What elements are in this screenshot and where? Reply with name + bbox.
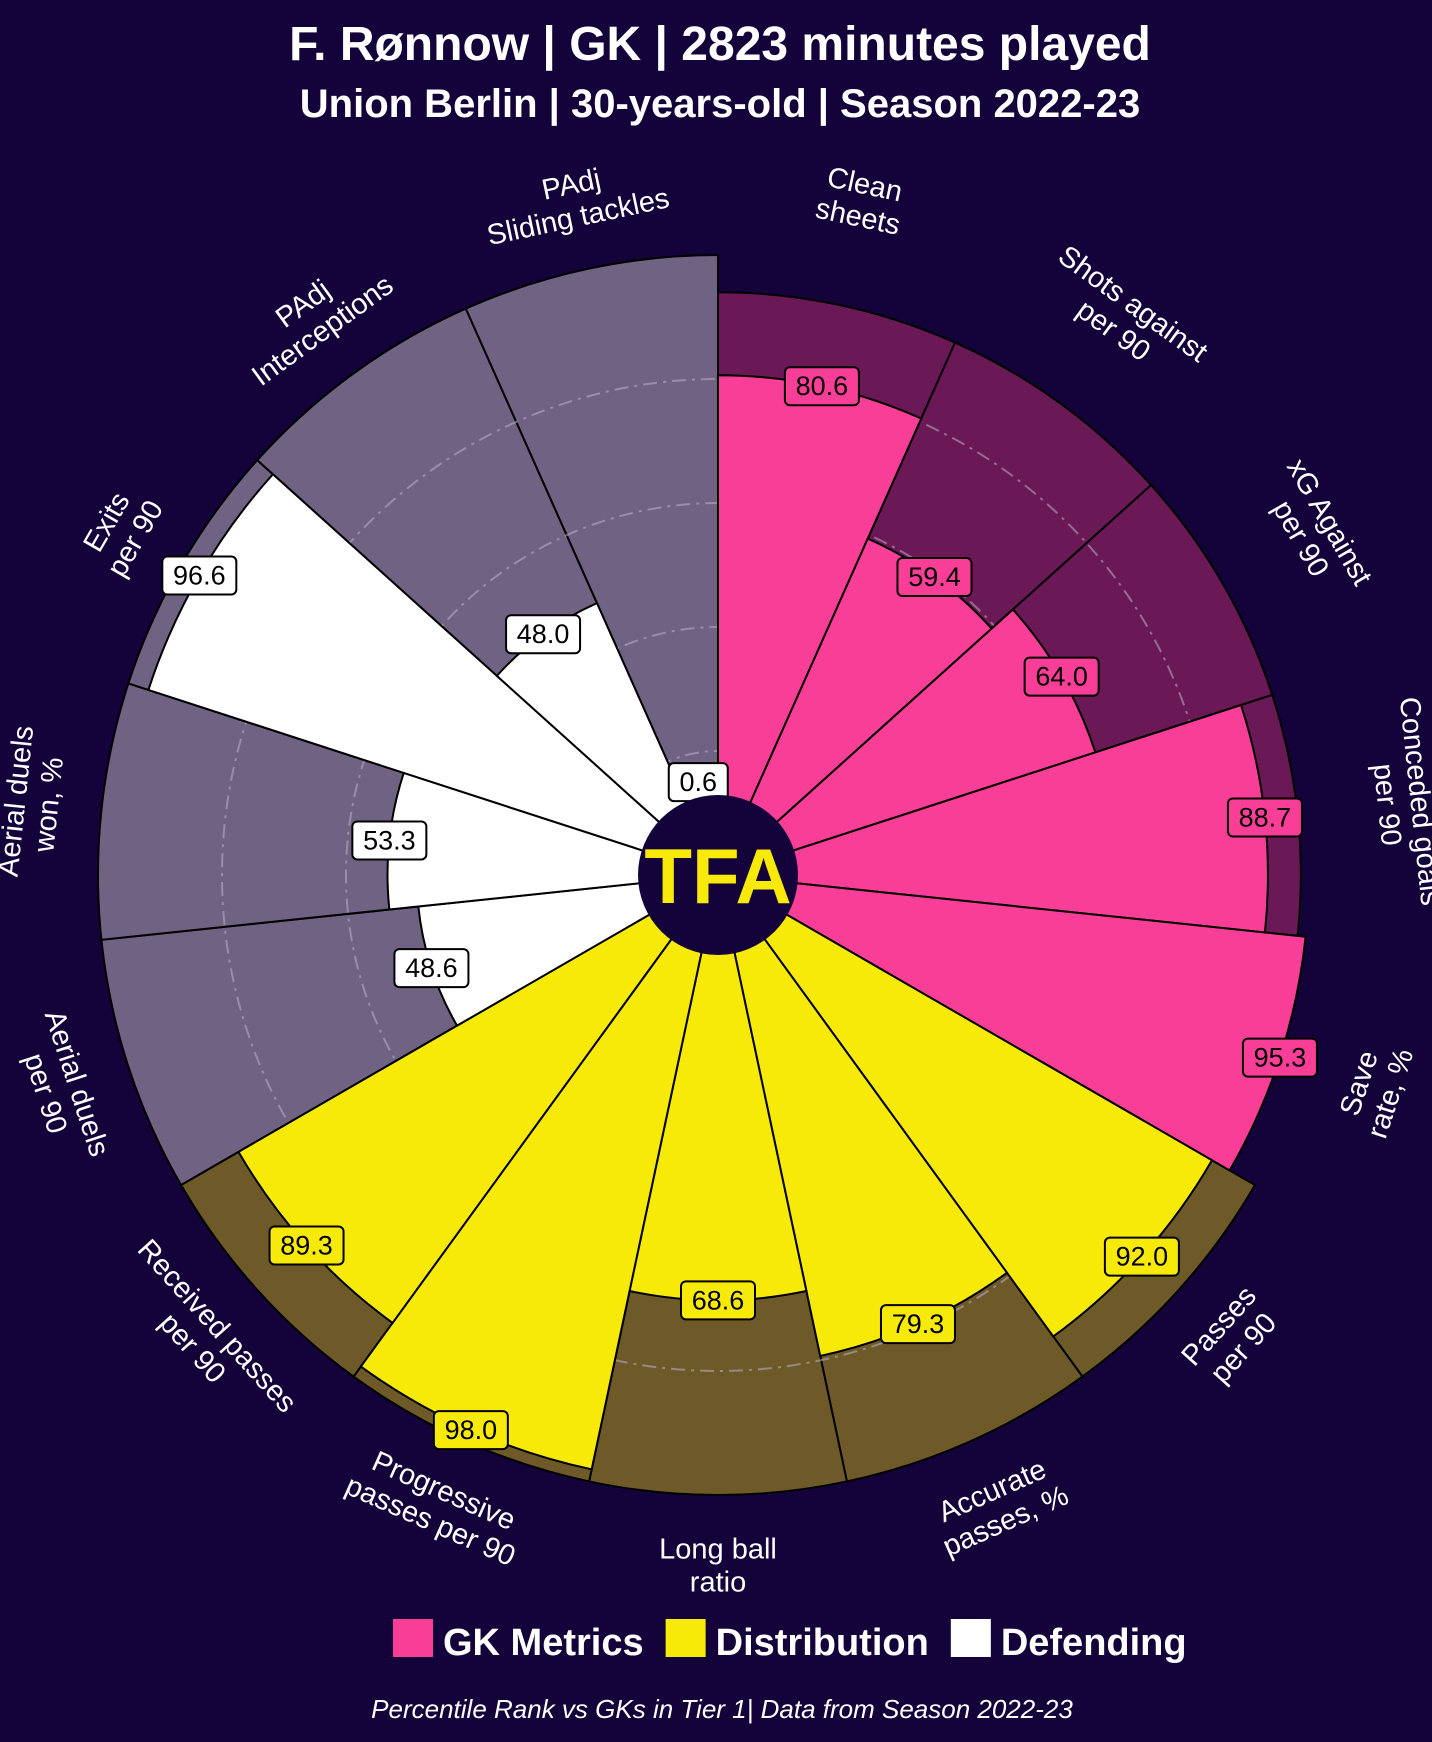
- parameter-label-line: Long ball: [659, 1534, 777, 1566]
- value-label-box: [1226, 797, 1303, 838]
- value-label-box: [268, 1225, 345, 1266]
- value-label: 59.4: [896, 557, 973, 598]
- legend-swatch: [393, 1619, 433, 1657]
- value-label-box: [1023, 656, 1100, 697]
- value-label-text: 59.4: [908, 562, 961, 592]
- value-label-text: 68.6: [692, 1285, 745, 1315]
- chart-subtitle: Union Berlin | 30-years-old | Season 202…: [300, 82, 1140, 126]
- value-label: 68.6: [680, 1280, 756, 1321]
- value-label-box: [1241, 1037, 1318, 1078]
- value-label: 80.6: [783, 366, 860, 407]
- value-label: 79.3: [879, 1304, 956, 1345]
- legend-label: Distribution: [716, 1622, 929, 1664]
- value-label-text: 95.3: [1254, 1043, 1307, 1073]
- value-label-text: 92.0: [1116, 1242, 1169, 1272]
- value-label-text: 79.3: [892, 1309, 945, 1339]
- legend-swatch: [950, 1619, 991, 1657]
- value-label-box: [783, 366, 860, 407]
- value-label-box: [161, 555, 238, 596]
- value-label: 95.3: [1241, 1037, 1318, 1078]
- value-label-text: 98.0: [445, 1415, 498, 1445]
- value-label-box: [393, 948, 470, 989]
- value-label: 88.7: [1226, 797, 1303, 838]
- value-label: 98.0: [432, 1410, 509, 1451]
- value-label: 96.6: [161, 555, 238, 596]
- value-label-text: 88.7: [1239, 803, 1292, 833]
- value-label: 53.3: [351, 820, 428, 861]
- value-label-text: 48.6: [405, 953, 458, 983]
- parameter-label-line: ratio: [690, 1567, 746, 1599]
- slice-background: [464, 253, 719, 876]
- value-label: 64.0: [1023, 656, 1100, 697]
- legend-label: Defending: [1001, 1622, 1187, 1664]
- value-label-box: [896, 557, 973, 598]
- value-label-text: 64.0: [1035, 662, 1088, 692]
- value-label-text: 0.6: [679, 767, 717, 797]
- value-label-box: [432, 1410, 509, 1451]
- value-label-text: 48.0: [517, 619, 570, 649]
- legend: GK Metrics Distribution Defending: [393, 1619, 1187, 1664]
- legend-label: GK Metrics: [443, 1622, 644, 1664]
- value-label-text: 96.6: [173, 561, 226, 591]
- value-label-box: [680, 1280, 756, 1321]
- value-label-text: 53.3: [363, 825, 416, 855]
- chart-title: F. Rønnow | GK | 2823 minutes played: [289, 18, 1151, 71]
- value-label-box: [879, 1304, 956, 1345]
- value-label-box: [1103, 1236, 1180, 1277]
- value-label: 48.6: [393, 948, 470, 989]
- legend-swatch: [665, 1619, 706, 1657]
- value-label-box: [351, 820, 428, 861]
- center-logo-circle: [638, 795, 798, 955]
- value-label-text: 80.6: [796, 371, 849, 401]
- value-label: 89.3: [268, 1225, 345, 1266]
- value-label: 48.0: [505, 614, 582, 655]
- value-label: 92.0: [1103, 1236, 1180, 1277]
- chart-footer: Percentile Rank vs GKs in Tier 1| Data f…: [371, 1694, 1073, 1724]
- center-logo-text: TFA: [644, 832, 791, 920]
- value-label-box: [505, 614, 582, 655]
- value-label-text: 89.3: [280, 1230, 333, 1260]
